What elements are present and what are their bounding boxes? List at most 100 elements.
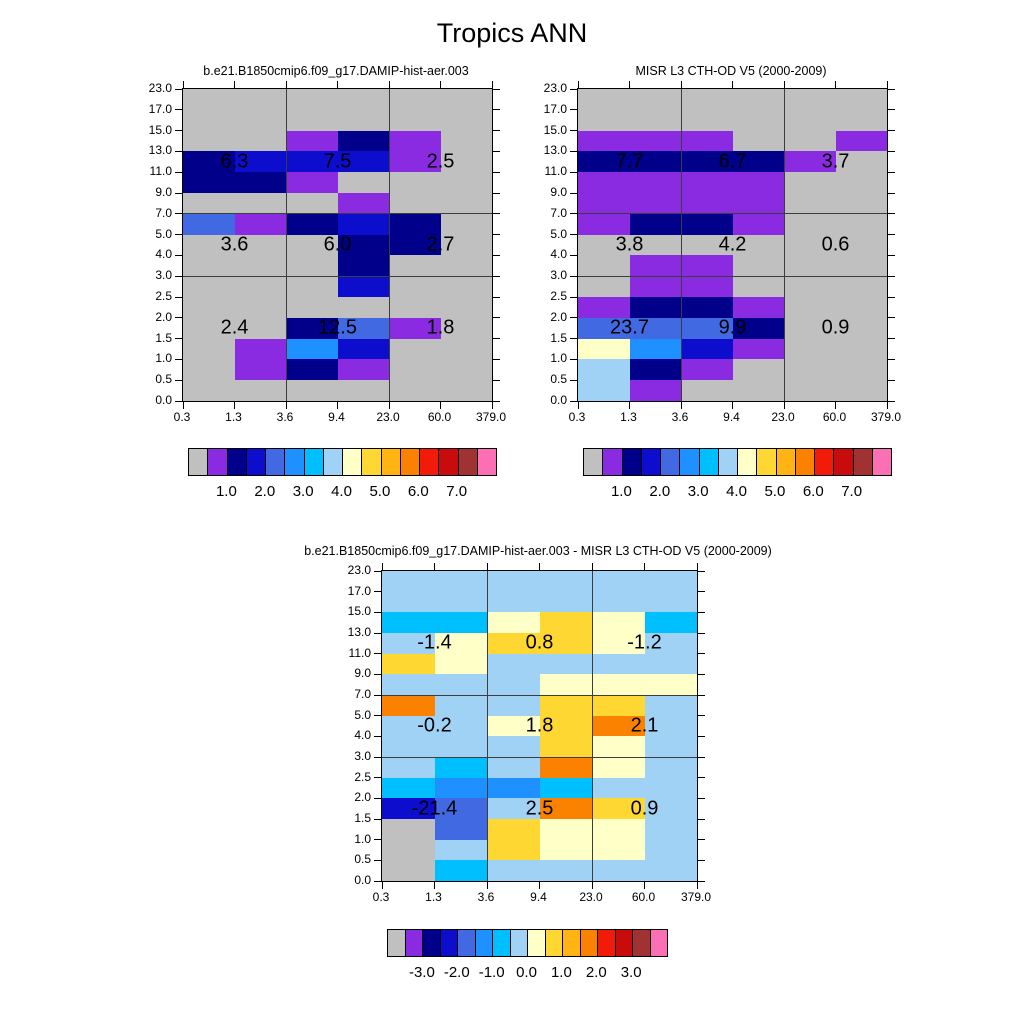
- main-title: Tropics ANN: [436, 18, 588, 48]
- heatmap-cell: [234, 359, 287, 381]
- colorbar-box: [303, 449, 323, 475]
- heatmap-cell: [434, 798, 488, 820]
- heatmap-cell: [681, 317, 734, 340]
- heatmap-cell: [578, 255, 631, 277]
- x-tick-label: 3.6: [276, 410, 294, 424]
- y-tick-mark: [374, 797, 381, 799]
- x-tick-mark: [337, 81, 338, 88]
- heatmap-cell: [487, 571, 541, 593]
- x-tick-mark: [696, 563, 698, 570]
- heatmap-cell: [434, 819, 488, 841]
- heatmap-cell: [487, 860, 541, 881]
- section-total-label: 4.2: [718, 233, 747, 256]
- y-tick-mark: [493, 275, 500, 277]
- heatmap-cell: [784, 297, 837, 319]
- heatmap-cell: [434, 591, 488, 614]
- y-tick-label: 0.0: [354, 873, 371, 887]
- section-total-label: 2.7: [426, 233, 455, 256]
- x-tick-label: 0.3: [173, 410, 191, 424]
- heatmap-cell: [835, 234, 887, 257]
- colorbar-label: 2.0: [649, 483, 671, 500]
- heatmap-cell: [681, 297, 734, 319]
- y-tick-label: 5.0: [155, 226, 172, 241]
- colorbar-box: [342, 449, 362, 475]
- heatmap-cell: [337, 276, 390, 298]
- colorbar-diff: [387, 929, 668, 957]
- colorbar-model: [188, 448, 497, 476]
- heatmap-cell: [784, 380, 837, 401]
- heatmap-cell: [389, 317, 442, 340]
- heatmap-cell: [681, 380, 734, 401]
- heatmap-cell: [382, 839, 436, 862]
- section-total-label: 6.0: [323, 233, 352, 256]
- x-tick-mark: [886, 81, 888, 88]
- y-tick-label: 7.0: [354, 687, 371, 701]
- heatmap-cell: [732, 297, 785, 319]
- section-total-label: 0.8: [525, 631, 554, 654]
- heatmap-cell: [440, 255, 492, 277]
- heatmap-cell: [286, 276, 339, 298]
- y-tick-mark: [493, 150, 500, 152]
- heatmap-cell: [629, 89, 682, 111]
- heatmap-cell: [629, 234, 682, 257]
- x-tick-mark: [440, 402, 441, 409]
- heatmap-cell: [732, 338, 785, 361]
- heatmap-cell: [681, 338, 734, 361]
- heatmap-cell: [732, 234, 785, 257]
- y-tick-mark: [175, 192, 182, 194]
- heatmap-cell: [644, 715, 697, 738]
- x-tick-mark: [696, 882, 698, 889]
- heatmap-cell: [382, 612, 436, 634]
- section-total-label: 7.7: [615, 150, 644, 173]
- x-tick-mark: [835, 402, 836, 409]
- y-tick-mark: [888, 317, 895, 319]
- heatmap-cell: [440, 234, 492, 257]
- heatmap-cell: [681, 151, 734, 173]
- heatmap-cell: [389, 338, 442, 361]
- colorbar-box: [457, 930, 475, 956]
- heatmap-cell: [434, 674, 488, 696]
- heatmap-cell: [234, 338, 287, 361]
- y-tick-mark: [698, 735, 705, 737]
- colorbar-box: [562, 930, 580, 956]
- x-tick-mark: [783, 402, 785, 409]
- colorbar-box: [871, 449, 891, 475]
- heatmap-cell: [681, 193, 734, 215]
- y-tick-mark: [493, 130, 500, 132]
- colorbar-box: [380, 449, 400, 475]
- colorbar-label: 3.0: [620, 964, 642, 981]
- heatmap-cell: [784, 276, 837, 298]
- heatmap-cell: [183, 151, 236, 173]
- heatmap-cell: [286, 317, 339, 340]
- heatmap-cell: [337, 172, 390, 194]
- y-tick-label: 4.0: [550, 247, 567, 262]
- y-tick-mark: [698, 653, 705, 655]
- colorbar-box: [640, 449, 660, 475]
- x-tick-mark: [337, 402, 338, 409]
- colorbar-box: [579, 930, 597, 956]
- heatmap-cell: [578, 276, 631, 298]
- heatmap-cell: [578, 297, 631, 319]
- heatmap-cell: [183, 338, 236, 361]
- y-tick-label: 11.0: [544, 164, 567, 179]
- colorbar-box: [698, 449, 718, 475]
- heatmap-cell: [286, 172, 339, 194]
- heatmap-cell: [784, 130, 837, 153]
- heatmap-cell: [337, 213, 390, 236]
- y-tick-mark: [374, 880, 381, 882]
- colorbar-label: 2.0: [585, 964, 607, 981]
- x-tick-label: 1.3: [225, 410, 242, 424]
- section-total-label: -1.2: [627, 631, 662, 654]
- heatmap-cell: [337, 234, 390, 257]
- heatmap-cell: [487, 736, 541, 758]
- heatmap-cell: [681, 359, 734, 381]
- heatmap-cell: [629, 338, 682, 361]
- x-tick-mark: [440, 81, 441, 88]
- y-tick-mark: [570, 213, 577, 215]
- heatmap-cell: [681, 130, 734, 153]
- y-tick-label: 23.0: [347, 563, 371, 577]
- colorbar-box: [422, 930, 440, 956]
- y-tick-mark: [888, 150, 895, 152]
- colorbar-box: [833, 449, 853, 475]
- heatmap-cell: [835, 359, 887, 381]
